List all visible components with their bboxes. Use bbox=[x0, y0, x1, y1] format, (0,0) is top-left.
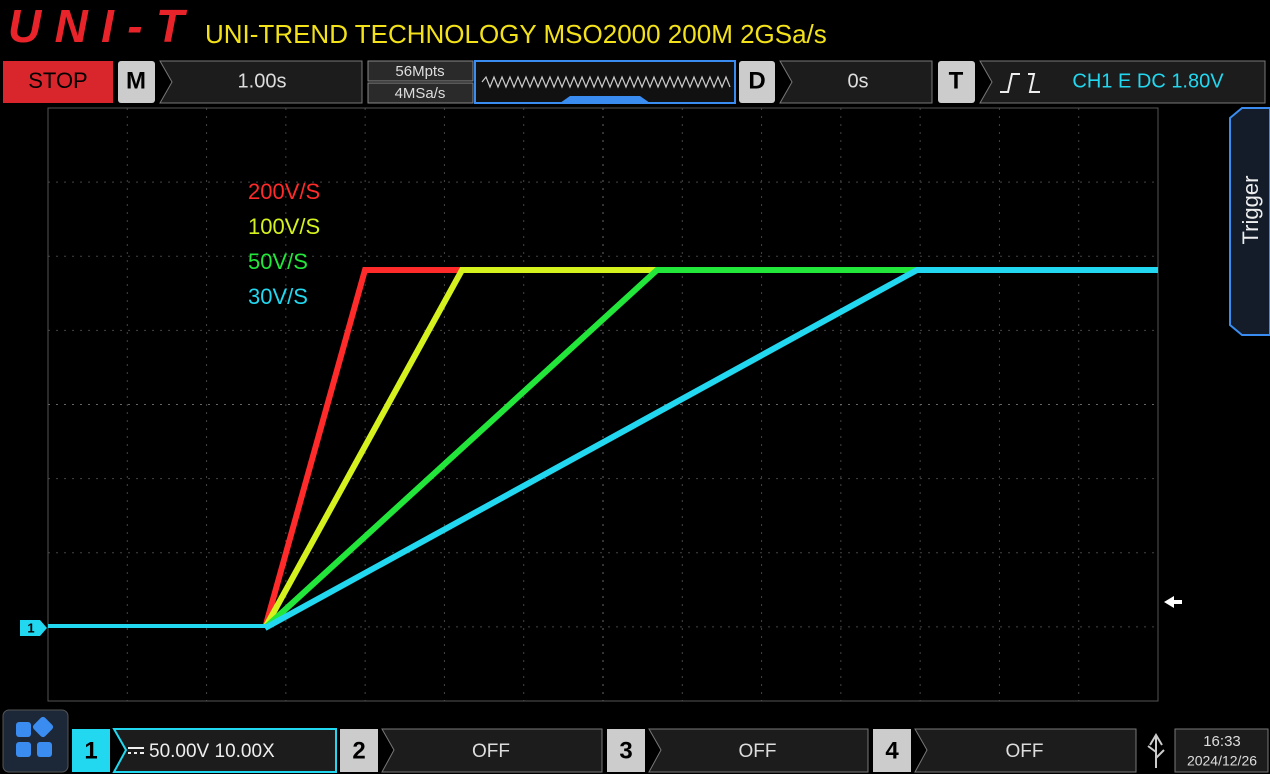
channel-badge[interactable] bbox=[340, 729, 378, 772]
title: UNI-TREND TECHNOLOGY MSO2000 200M 2GSa/s bbox=[205, 19, 827, 49]
coupling-icon bbox=[128, 747, 144, 754]
channel-badge[interactable] bbox=[607, 729, 645, 772]
trigger-value: CH1 E DC 1.80V bbox=[1072, 70, 1224, 92]
menu-icon bbox=[16, 716, 54, 757]
timebase-badge[interactable] bbox=[118, 61, 155, 103]
traces: 200V/S 100V/S 50V/S 30V/S bbox=[48, 179, 1158, 631]
trace-label: 30V/S bbox=[248, 284, 308, 309]
channel-box[interactable] bbox=[648, 728, 869, 773]
channel-label: 3 bbox=[619, 737, 632, 764]
trigger-label: T bbox=[949, 67, 964, 94]
channel-value: OFF bbox=[739, 741, 777, 762]
channel-label: 4 bbox=[885, 737, 899, 764]
memory-depth: 56Mpts bbox=[395, 63, 444, 80]
usb-icon bbox=[1147, 733, 1165, 768]
trace-label: 100V/S bbox=[248, 214, 320, 239]
channel-badge[interactable] bbox=[72, 729, 110, 772]
channel-box[interactable] bbox=[381, 728, 603, 773]
clock-box bbox=[1174, 728, 1269, 773]
graticule-frame bbox=[47, 107, 1159, 702]
trace bbox=[262, 267, 657, 630]
trace-label: 50V/S bbox=[248, 249, 308, 274]
channel-value: OFF bbox=[1006, 741, 1044, 762]
channel-box[interactable] bbox=[112, 728, 337, 773]
overview-window bbox=[560, 96, 650, 103]
run-state: STOP bbox=[28, 68, 88, 93]
channel-box[interactable] bbox=[914, 728, 1137, 773]
trace bbox=[262, 267, 917, 631]
channel-label: 2 bbox=[352, 737, 365, 764]
timebase-box[interactable] bbox=[159, 60, 363, 104]
trigger-tab[interactable] bbox=[1229, 107, 1270, 336]
channel-label: 1 bbox=[84, 737, 97, 764]
trigger-level-arrow bbox=[1164, 596, 1182, 608]
trigger-box[interactable] bbox=[979, 60, 1266, 104]
sample-rate: 4MSa/s bbox=[395, 85, 446, 102]
trigger-badge[interactable] bbox=[938, 61, 975, 103]
menu-button[interactable] bbox=[2, 709, 69, 773]
memory-box bbox=[367, 60, 474, 82]
trace bbox=[262, 267, 462, 629]
clock-time: 16:33 bbox=[1203, 733, 1241, 750]
timebase-value: 1.00s bbox=[238, 70, 287, 92]
rate-box bbox=[367, 82, 474, 104]
run-stop[interactable] bbox=[3, 61, 113, 103]
channel-marker[interactable] bbox=[20, 620, 47, 636]
delay-box[interactable] bbox=[779, 60, 933, 104]
trace-label: 200V/S bbox=[248, 179, 320, 204]
channel-value: 50.00V 10.00X bbox=[149, 741, 275, 762]
clock-date: 2024/12/26 bbox=[1187, 753, 1257, 769]
overview-wave bbox=[481, 75, 731, 89]
channel-badge[interactable] bbox=[873, 729, 911, 772]
channel-marker-label: 1 bbox=[27, 620, 34, 635]
delay-badge[interactable] bbox=[739, 61, 775, 103]
side-tab-label: Trigger bbox=[1238, 176, 1263, 245]
trace bbox=[263, 267, 1158, 631]
channel-bar: 1 50.00V 10.00X 2 OFF 3 OFF 4 OFF bbox=[72, 728, 1137, 773]
trigger-icon bbox=[1000, 73, 1040, 93]
delay-label: D bbox=[748, 67, 765, 94]
timebase-label: M bbox=[126, 67, 146, 94]
delay-value: 0s bbox=[847, 70, 868, 92]
channel-value: OFF bbox=[472, 741, 510, 762]
